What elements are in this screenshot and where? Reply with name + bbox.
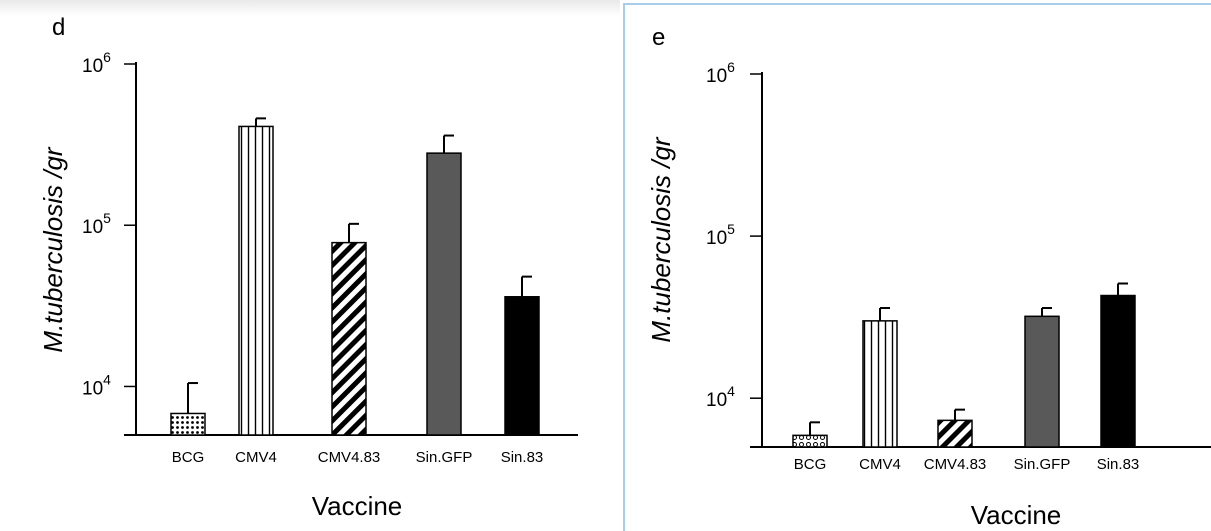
y-tick-label: 105 — [706, 221, 735, 249]
x-axis-label: Vaccine — [971, 500, 1062, 530]
bar-bcg — [170, 412, 206, 436]
x-axis-label: Vaccine — [312, 491, 403, 521]
bar-cmv4-83 — [937, 419, 973, 448]
y-tick-label: 104 — [82, 371, 111, 399]
category-label: CMV4 — [235, 449, 277, 466]
bar-sin-83 — [504, 296, 540, 436]
y-tick-label: 106 — [82, 49, 111, 77]
bar-sin-gfp — [426, 152, 462, 436]
bar-cmv4 — [238, 125, 274, 436]
category-label: CMV4 — [859, 456, 901, 473]
panel-letter: d — [52, 14, 65, 41]
panel-letter: e — [652, 24, 665, 51]
category-label: Sin.83 — [1097, 456, 1140, 473]
category-label: Sin.GFP — [1014, 456, 1071, 473]
bar-sin-83 — [1100, 294, 1136, 448]
bar-cmv4 — [862, 320, 898, 448]
bar-bcg — [792, 434, 828, 448]
bar-sin-gfp — [1024, 315, 1060, 448]
chart-panel-d: d 104 105 106 BCG CMV4 CMV4.83 Sin.GFP Sin.83 Vac… — [38, 14, 578, 521]
y-axis-label: M.tuberculosis /gr — [646, 136, 676, 343]
panel-d-background — [0, 0, 620, 531]
category-label: BCG — [172, 449, 205, 466]
bar-cmv4-83 — [331, 241, 367, 436]
category-label: CMV4.83 — [924, 456, 987, 473]
y-tick-label: 104 — [706, 383, 735, 411]
category-label: Sin.83 — [501, 449, 544, 466]
y-axis-label: M.tuberculosis /gr — [38, 146, 68, 353]
category-label: BCG — [794, 456, 827, 473]
y-tick-label: 106 — [706, 59, 735, 87]
chart-panel-e: e 104 105 106 BCG CMV4 CMV4.83 Sin.GFP Sin.83 Vac… — [646, 24, 1211, 530]
y-tick-label: 105 — [82, 210, 111, 238]
category-label: CMV4.83 — [318, 449, 381, 466]
category-label: Sin.GFP — [416, 449, 473, 466]
